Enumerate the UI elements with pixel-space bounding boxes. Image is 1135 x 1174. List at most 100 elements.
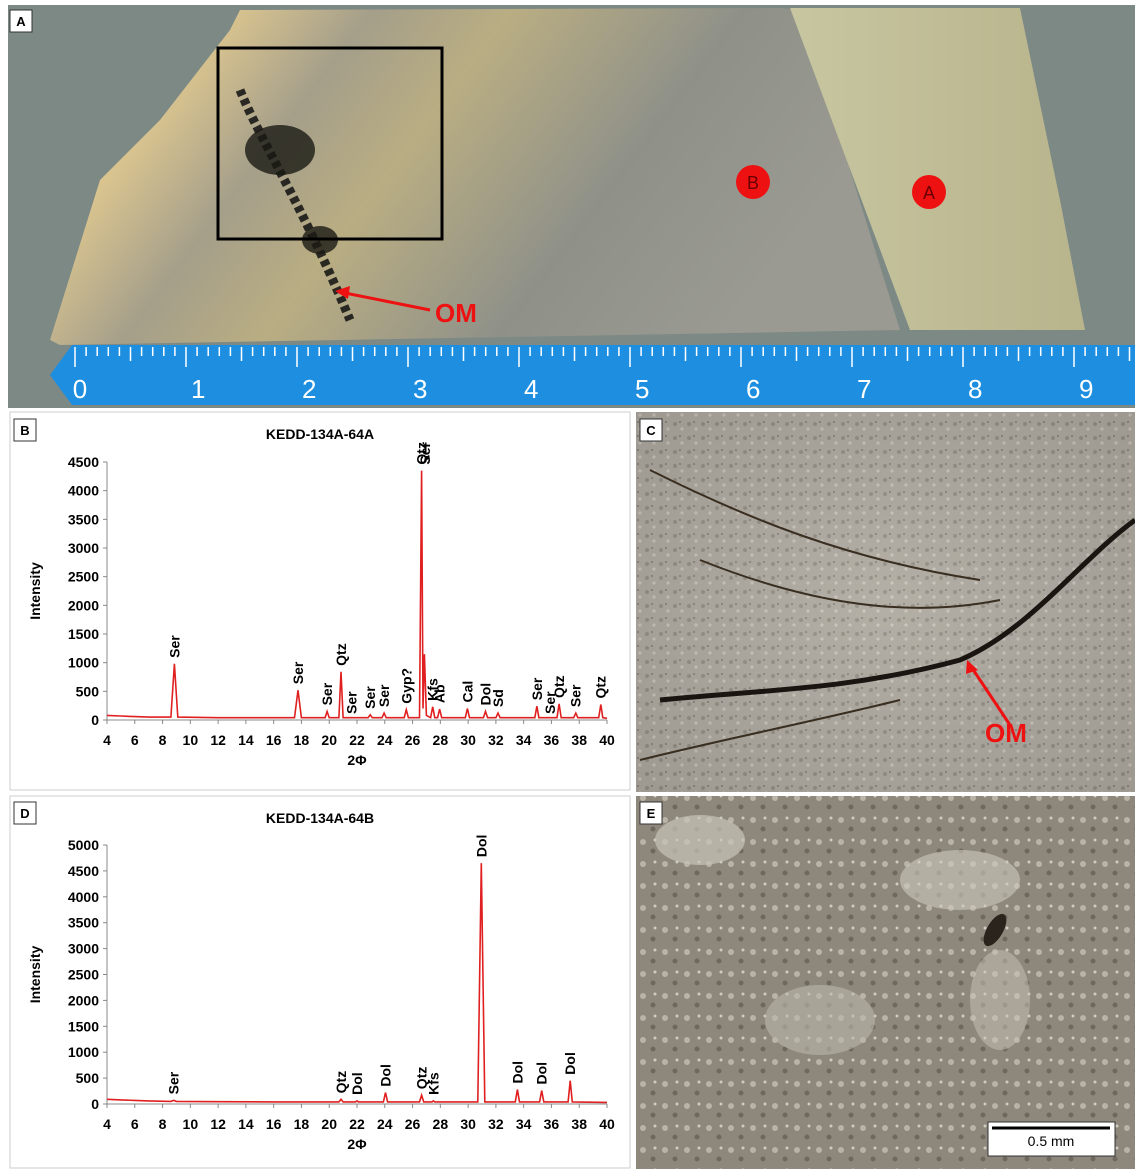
x-axis-label: 2Φ [347,752,367,768]
x-tick-label: 16 [266,732,282,748]
y-tick-label: 3000 [68,941,99,957]
scale-bar-label: 0.5 mm [1028,1133,1075,1149]
x-tick-label: 36 [544,732,560,748]
y-axis-label: Intensity [27,562,43,620]
chart-frame [10,796,630,1168]
y-tick-label: 1000 [68,1044,99,1060]
peak-label: Ser [166,1071,182,1094]
peak-label: Qtz [551,675,567,698]
x-tick-label: 32 [488,1116,504,1132]
peak-label: Qtz [333,1071,349,1094]
ruler-label: 0 [73,374,87,404]
y-tick-label: 5000 [68,837,99,853]
y-tick-label: 1000 [68,655,99,671]
x-tick-label: 6 [131,1116,139,1132]
x-tick-label: 16 [266,1116,282,1132]
chart-title: KEDD-134A-64A [266,426,374,442]
x-tick-label: 4 [103,1116,111,1132]
peak-label: Ser [290,661,306,684]
y-tick-label: 0 [91,712,99,728]
y-tick-label: 4500 [68,454,99,470]
peak-label: Qtz [333,643,349,666]
figure: A B C D E B A OM OM 0.5 mm 0123456789KED… [0,0,1135,1169]
panel-label: D [20,806,29,821]
panel-label: B [20,423,29,438]
y-axis-label: Intensity [27,946,43,1004]
x-tick-label: 24 [377,732,393,748]
panel-e-photo [636,796,1135,1169]
x-tick-label: 10 [183,1116,199,1132]
x-tick-label: 14 [238,1116,254,1132]
x-tick-label: 28 [433,732,449,748]
panel-c-photo [636,412,1135,792]
x-tick-label: 26 [405,732,421,748]
x-tick-label: 14 [238,732,254,748]
y-tick-label: 1500 [68,626,99,642]
y-tick-label: 500 [76,683,100,699]
panel-a-photo [8,5,1135,408]
peak-label: Kfs [425,1072,441,1095]
peak-label: Dol [562,1052,578,1075]
x-tick-label: 38 [571,732,587,748]
x-tick-label: 36 [544,1116,560,1132]
y-tick-label: 3000 [68,540,99,556]
marker-label: A [923,183,935,203]
peak-label: Qtz [593,676,609,699]
ruler-label: 6 [746,374,760,404]
peak-label: Ser [319,682,335,705]
ruler-label: 2 [302,374,316,404]
x-tick-label: 8 [159,1116,167,1132]
peak-label: Ser [376,684,392,707]
peak-label: Cal [459,681,475,703]
x-tick-label: 12 [210,732,226,748]
ruler-label: 1 [191,374,205,404]
peak-label: Dol [534,1062,550,1085]
peak-label: Dol [509,1061,525,1084]
peak-label: Ser [568,684,584,707]
x-tick-label: 30 [460,1116,476,1132]
panel-label: A [16,14,26,29]
peak-label: Ab [432,684,448,703]
y-tick-label: 2000 [68,597,99,613]
x-tick-label: 10 [183,732,199,748]
y-tick-label: 0 [91,1096,99,1112]
panel-label: E [647,806,656,821]
y-tick-label: 2500 [68,569,99,585]
y-tick-label: 1500 [68,1018,99,1034]
x-tick-label: 22 [349,1116,365,1132]
x-tick-label: 38 [571,1116,587,1132]
peak-label: Ser [166,635,182,658]
y-tick-label: 3500 [68,511,99,527]
marker-label: B [747,173,759,193]
annotation: OM [435,298,477,328]
y-tick-label: 500 [76,1070,100,1086]
chart-title: KEDD-134A-64B [266,810,374,826]
y-tick-label: 3500 [68,915,99,931]
x-tick-label: 32 [488,732,504,748]
x-tick-label: 12 [210,1116,226,1132]
y-tick-label: 4000 [68,889,99,905]
peak-label: Ser [417,441,433,464]
peak-label: Gyp? [398,668,414,704]
x-tick-label: 22 [349,732,365,748]
peak-label: Dol [377,1064,393,1087]
y-tick-label: 2000 [68,992,99,1008]
x-tick-label: 8 [159,732,167,748]
ruler-label: 4 [524,374,538,404]
x-tick-label: 34 [516,1116,532,1132]
peak-label: Ser [343,691,359,714]
x-tick-label: 18 [294,732,310,748]
y-tick-label: 4000 [68,483,99,499]
x-tick-label: 4 [103,732,111,748]
x-tick-label: 40 [599,1116,615,1132]
panel-label: C [646,423,656,438]
ruler-label: 9 [1079,374,1093,404]
x-tick-label: 20 [321,1116,337,1132]
x-axis-label: 2Φ [347,1136,367,1152]
ruler-label: 5 [635,374,649,404]
x-tick-label: 40 [599,732,615,748]
peak-label: Sd [490,689,506,707]
x-tick-label: 28 [433,1116,449,1132]
x-tick-label: 18 [294,1116,310,1132]
y-tick-label: 4500 [68,863,99,879]
